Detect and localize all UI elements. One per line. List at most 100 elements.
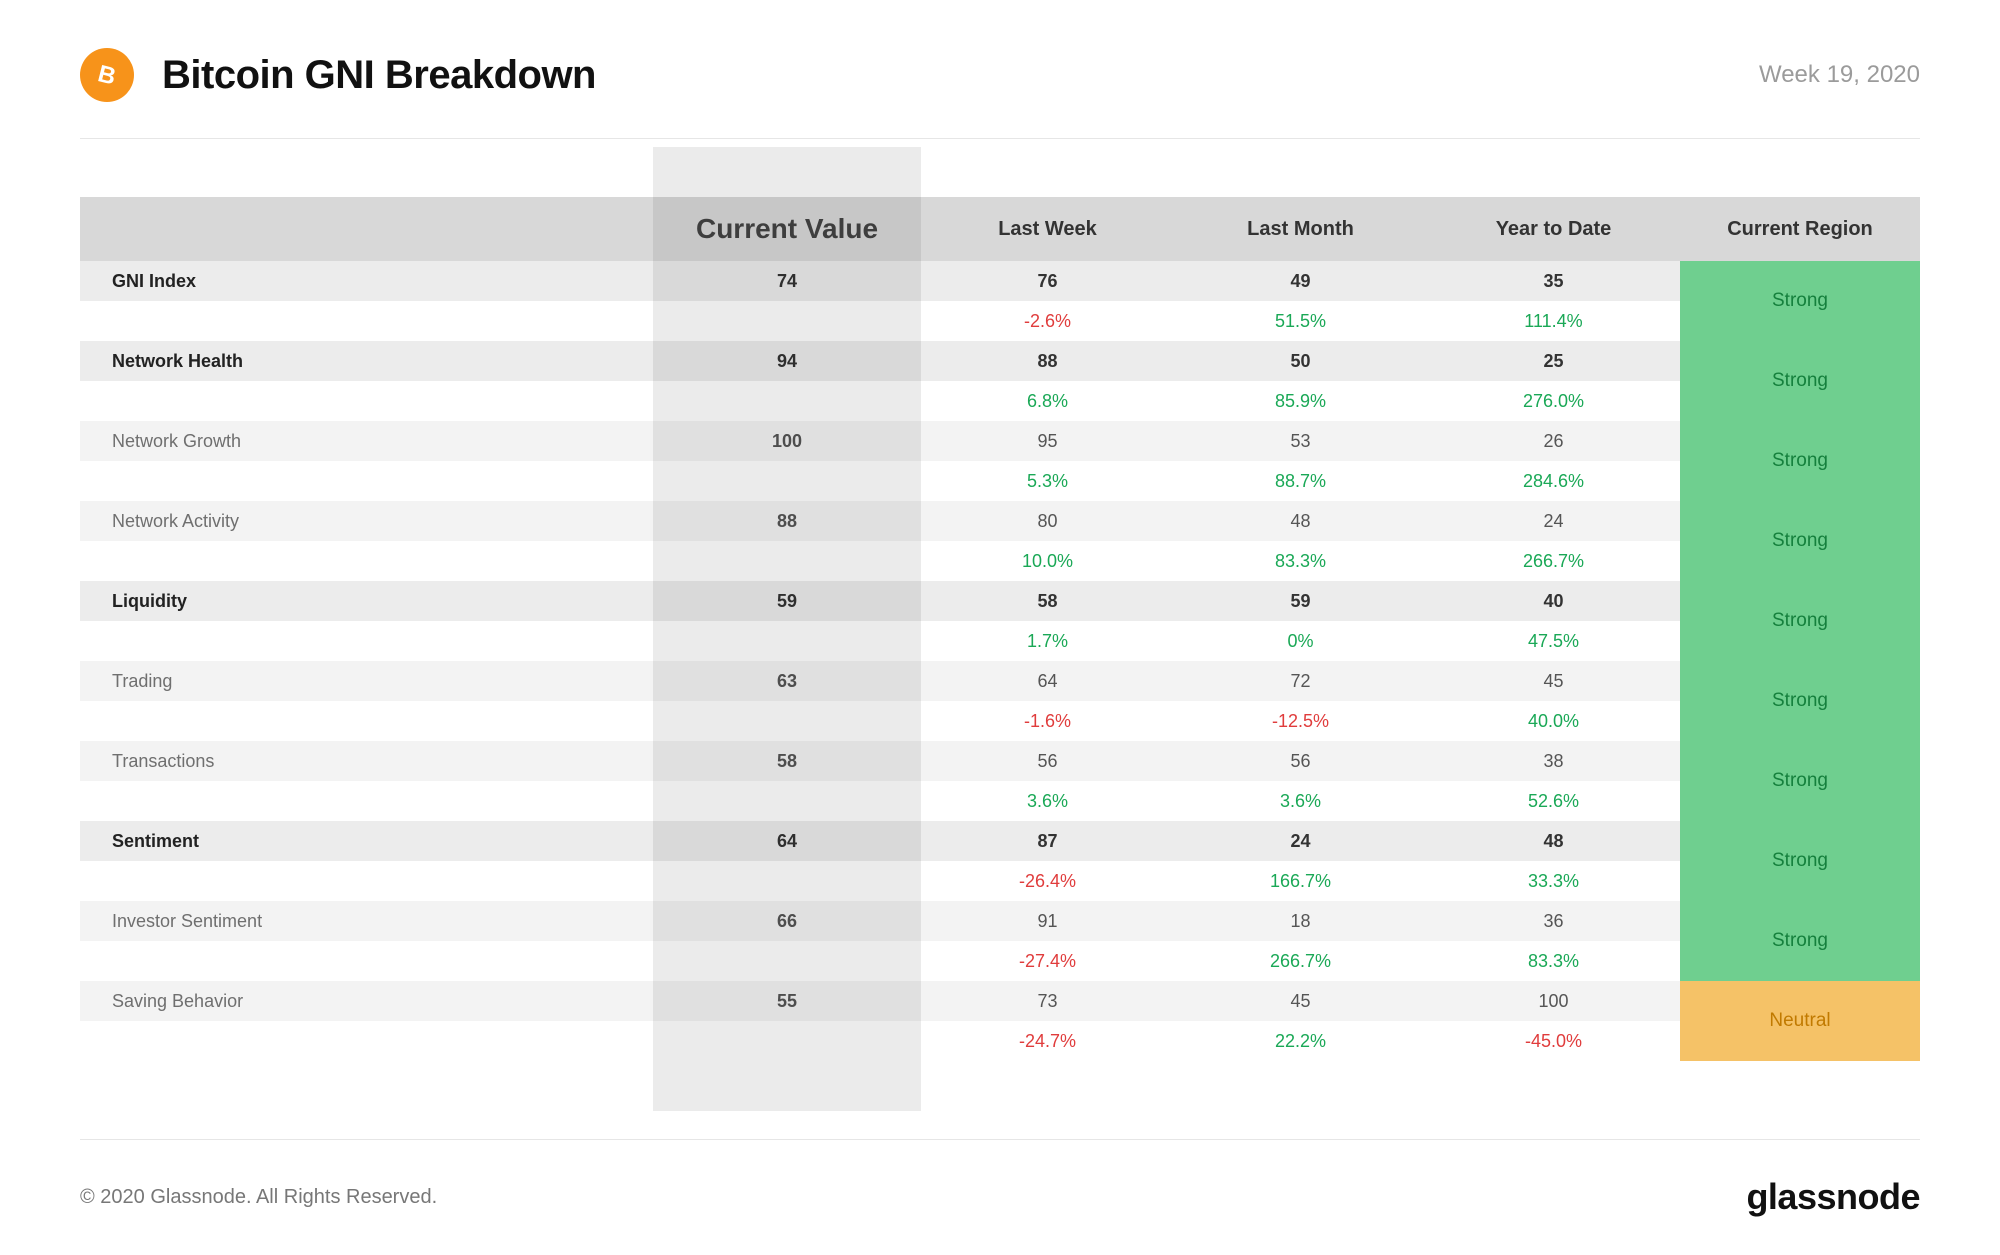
ytd-value: 35 bbox=[1427, 261, 1680, 301]
table-row-pct: -1.6%-12.5%40.0% bbox=[80, 701, 1920, 741]
breakdown-table: Current Value Last Week Last Month Year … bbox=[80, 197, 1920, 1061]
region-badge: Strong bbox=[1680, 261, 1920, 341]
metric-label: Investor Sentiment bbox=[80, 901, 653, 941]
last-month-pct: -12.5% bbox=[1174, 701, 1427, 741]
last-week-value: 64 bbox=[921, 661, 1174, 701]
region-badge: Strong bbox=[1680, 341, 1920, 421]
metric-label: Saving Behavior bbox=[80, 981, 653, 1021]
last-month-value: 50 bbox=[1174, 341, 1427, 381]
table-row: Network Activity88804824Strong bbox=[80, 501, 1920, 541]
col-metric bbox=[80, 197, 653, 261]
table-row-pct: 1.7%0%47.5% bbox=[80, 621, 1920, 661]
ytd-value: 38 bbox=[1427, 741, 1680, 781]
region-badge: Strong bbox=[1680, 581, 1920, 661]
table-row: Sentiment64872448Strong bbox=[80, 821, 1920, 861]
metric-label: Network Health bbox=[80, 341, 653, 381]
region-badge: Strong bbox=[1680, 661, 1920, 741]
region-badge: Strong bbox=[1680, 901, 1920, 981]
last-week-value: 91 bbox=[921, 901, 1174, 941]
metric-label: Transactions bbox=[80, 741, 653, 781]
table-row: Trading63647245Strong bbox=[80, 661, 1920, 701]
last-week-value: 87 bbox=[921, 821, 1174, 861]
current-value: 59 bbox=[653, 581, 921, 621]
header: B Bitcoin GNI Breakdown Week 19, 2020 bbox=[80, 48, 1920, 139]
table-row-pct: 5.3%88.7%284.6% bbox=[80, 461, 1920, 501]
table-header-row: Current Value Last Week Last Month Year … bbox=[80, 197, 1920, 261]
current-value: 63 bbox=[653, 661, 921, 701]
region-badge: Strong bbox=[1680, 421, 1920, 501]
col-ytd: Year to Date bbox=[1427, 197, 1680, 261]
metric-label: GNI Index bbox=[80, 261, 653, 301]
last-month-pct: 85.9% bbox=[1174, 381, 1427, 421]
ytd-value: 36 bbox=[1427, 901, 1680, 941]
last-week-pct: 3.6% bbox=[921, 781, 1174, 821]
last-month-pct: 0% bbox=[1174, 621, 1427, 661]
ytd-value: 45 bbox=[1427, 661, 1680, 701]
table-row: Transactions58565638Strong bbox=[80, 741, 1920, 781]
last-month-pct: 22.2% bbox=[1174, 1021, 1427, 1061]
ytd-value: 100 bbox=[1427, 981, 1680, 1021]
current-value: 64 bbox=[653, 821, 921, 861]
table-row-pct: -24.7%22.2%-45.0% bbox=[80, 1021, 1920, 1061]
ytd-pct: 47.5% bbox=[1427, 621, 1680, 661]
current-value: 94 bbox=[653, 341, 921, 381]
footer: © 2020 Glassnode. All Rights Reserved. g… bbox=[80, 1140, 1920, 1218]
page-title: Bitcoin GNI Breakdown bbox=[162, 53, 596, 98]
current-value: 58 bbox=[653, 741, 921, 781]
current-value: 100 bbox=[653, 421, 921, 461]
last-month-value: 56 bbox=[1174, 741, 1427, 781]
ytd-value: 24 bbox=[1427, 501, 1680, 541]
svg-text:B: B bbox=[95, 60, 118, 90]
ytd-pct: 276.0% bbox=[1427, 381, 1680, 421]
current-value: 66 bbox=[653, 901, 921, 941]
ytd-pct: -45.0% bbox=[1427, 1021, 1680, 1061]
last-week-value: 88 bbox=[921, 341, 1174, 381]
region-badge: Strong bbox=[1680, 501, 1920, 581]
col-last-week: Last Week bbox=[921, 197, 1174, 261]
ytd-value: 25 bbox=[1427, 341, 1680, 381]
last-week-value: 56 bbox=[921, 741, 1174, 781]
last-week-pct: -2.6% bbox=[921, 301, 1174, 341]
last-month-value: 48 bbox=[1174, 501, 1427, 541]
last-month-pct: 3.6% bbox=[1174, 781, 1427, 821]
week-label: Week 19, 2020 bbox=[1759, 61, 1920, 89]
last-week-pct: 10.0% bbox=[921, 541, 1174, 581]
ytd-pct: 40.0% bbox=[1427, 701, 1680, 741]
metric-label: Liquidity bbox=[80, 581, 653, 621]
ytd-pct: 33.3% bbox=[1427, 861, 1680, 901]
last-week-pct: -24.7% bbox=[921, 1021, 1174, 1061]
last-week-value: 95 bbox=[921, 421, 1174, 461]
current-value: 88 bbox=[653, 501, 921, 541]
last-month-value: 53 bbox=[1174, 421, 1427, 461]
table-row-pct: 6.8%85.9%276.0% bbox=[80, 381, 1920, 421]
metric-label: Network Growth bbox=[80, 421, 653, 461]
current-value: 74 bbox=[653, 261, 921, 301]
last-week-pct: -27.4% bbox=[921, 941, 1174, 981]
last-week-value: 80 bbox=[921, 501, 1174, 541]
table-row-pct: 3.6%3.6%52.6% bbox=[80, 781, 1920, 821]
region-badge: Strong bbox=[1680, 821, 1920, 901]
bitcoin-icon: B bbox=[80, 48, 134, 102]
ytd-pct: 111.4% bbox=[1427, 301, 1680, 341]
last-month-pct: 83.3% bbox=[1174, 541, 1427, 581]
table-row-pct: -26.4%166.7%33.3% bbox=[80, 861, 1920, 901]
ytd-pct: 52.6% bbox=[1427, 781, 1680, 821]
last-month-value: 45 bbox=[1174, 981, 1427, 1021]
metric-label: Sentiment bbox=[80, 821, 653, 861]
ytd-pct: 83.3% bbox=[1427, 941, 1680, 981]
table-row: Liquidity59585940Strong bbox=[80, 581, 1920, 621]
metric-label: Trading bbox=[80, 661, 653, 701]
table-row: GNI Index74764935Strong bbox=[80, 261, 1920, 301]
last-month-pct: 166.7% bbox=[1174, 861, 1427, 901]
last-month-value: 59 bbox=[1174, 581, 1427, 621]
last-week-pct: 6.8% bbox=[921, 381, 1174, 421]
last-week-value: 58 bbox=[921, 581, 1174, 621]
last-week-pct: 5.3% bbox=[921, 461, 1174, 501]
last-month-value: 49 bbox=[1174, 261, 1427, 301]
ytd-pct: 266.7% bbox=[1427, 541, 1680, 581]
last-month-value: 72 bbox=[1174, 661, 1427, 701]
table-row: Network Growth100955326Strong bbox=[80, 421, 1920, 461]
table-row-pct: 10.0%83.3%266.7% bbox=[80, 541, 1920, 581]
ytd-value: 48 bbox=[1427, 821, 1680, 861]
table-row: Saving Behavior557345100Neutral bbox=[80, 981, 1920, 1021]
